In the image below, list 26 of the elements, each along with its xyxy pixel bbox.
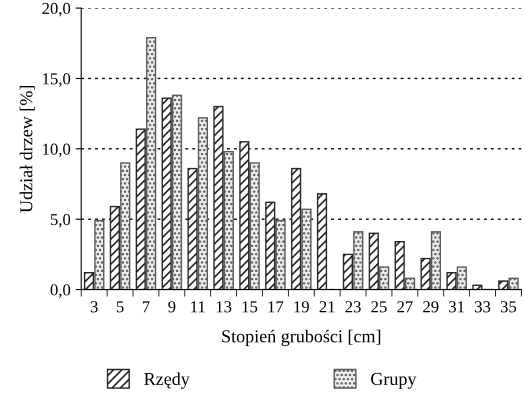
x-axis-title: Stopień grubości [cm] <box>222 330 380 346</box>
x-tick-label: 23 <box>345 301 361 312</box>
legend-label: Grupy <box>371 372 416 389</box>
y-tick-label: 5,0 <box>50 214 70 228</box>
x-tick-label: 7 <box>142 301 150 312</box>
x-tick-label: 9 <box>168 301 176 312</box>
legend-label: Rzędy <box>144 372 190 389</box>
x-tick-label: 11 <box>191 301 205 312</box>
x-tick-label: 29 <box>423 301 438 312</box>
x-tick-label: 31 <box>449 301 464 312</box>
x-tick-label: 15 <box>242 301 258 312</box>
y-tick-label: 10,0 <box>43 144 70 158</box>
x-tick-label: 27 <box>397 301 413 312</box>
x-tick-label: 19 <box>294 301 309 312</box>
y-tick-label: 0,0 <box>50 284 70 298</box>
x-tick-label: 35 <box>500 301 516 312</box>
y-axis-title: Udział drzew [%] <box>20 86 35 213</box>
y-tick-label: 15,0 <box>43 73 70 87</box>
x-tick-label: 21 <box>320 301 335 312</box>
x-tick-label: 33 <box>475 301 490 312</box>
x-tick-label: 3 <box>90 301 98 312</box>
y-tick-label: 20,0 <box>42 2 70 16</box>
x-tick-label: 25 <box>371 301 387 312</box>
x-tick-label: 17 <box>268 301 284 312</box>
x-tick-label: 13 <box>216 301 232 312</box>
x-tick-label: 5 <box>116 301 124 312</box>
